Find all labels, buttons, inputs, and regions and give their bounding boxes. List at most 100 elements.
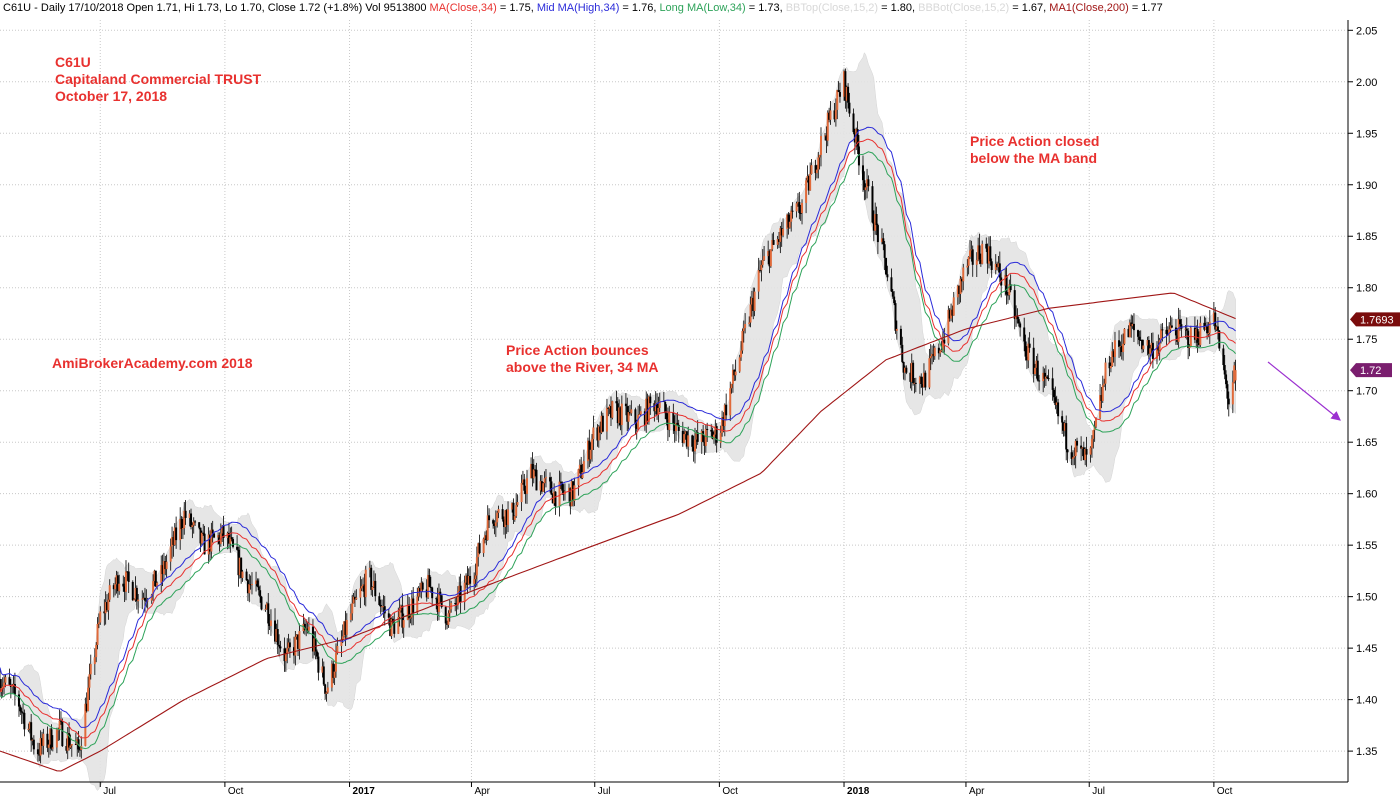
candle-body [150,594,153,601]
candle-body [1043,372,1046,379]
candle-body [1176,335,1179,342]
candle [269,609,272,636]
x-tick-label: Jul [103,786,116,796]
candle [173,523,176,546]
candle [123,576,126,603]
candle-body [759,270,762,272]
candle [202,524,205,536]
candle [586,437,589,469]
candle-body [543,478,546,484]
candle [610,396,613,426]
candle-body [265,603,268,609]
candle [353,590,356,608]
candle [959,275,962,303]
candle-body [200,532,203,544]
candle-body [288,642,291,648]
candle-body [996,263,999,268]
candle [874,202,877,235]
candle [55,727,58,754]
candle [59,711,62,725]
candle-body [1070,452,1073,459]
candle-body [351,603,354,614]
candle [89,654,92,680]
candle-body [397,616,400,634]
candle [715,423,718,453]
candle-body [805,180,808,203]
candle [437,583,440,621]
candle-body [1,686,4,689]
candle-body [241,571,244,578]
candle [456,586,459,610]
candle [902,361,905,380]
candle-body [124,571,127,592]
candle-body [914,382,917,384]
candle-body [952,297,955,316]
candle [1113,331,1116,367]
candle-body [183,510,186,529]
candle [276,619,279,655]
candle [834,98,837,127]
candle-body [107,599,110,611]
candle [364,565,367,607]
candle [152,574,155,601]
candle [1174,319,1177,345]
candle-body [42,733,45,746]
candle-body [856,129,859,147]
candle [787,212,790,235]
candle-body [649,396,652,404]
candle-body [931,353,934,356]
candle-body [1160,329,1163,341]
candle-body [49,729,52,745]
candle [156,581,159,590]
candle-body [1197,342,1200,346]
candle [664,401,667,420]
candle [1042,366,1045,393]
candle-body [1214,312,1217,330]
candle [1158,337,1161,361]
candle [40,731,43,755]
candle-body [857,146,860,166]
candle [283,637,286,672]
candle [22,703,25,724]
ma34-close-line [0,138,1236,739]
candle-body [188,513,191,518]
candle-body [114,584,117,590]
candle-body [1227,398,1230,405]
candle-body [482,538,485,554]
candle [634,407,637,435]
candle-body [1017,319,1020,324]
candle [997,256,1000,273]
candle [687,426,690,457]
candle [912,360,915,386]
candle-body [467,575,470,585]
candle [801,199,804,225]
candle-body [353,596,356,600]
candle-body [154,570,157,587]
candle-body [654,403,657,412]
candle [962,263,965,291]
candle-body [156,582,159,587]
candle [914,377,917,393]
candle-body [99,611,102,623]
candle-body [1127,328,1130,338]
candle [317,652,320,681]
candle-body [922,372,925,388]
candle [181,516,184,539]
candle [267,593,270,635]
candle-body [1208,321,1211,333]
candle-body [237,549,240,576]
candle [222,515,225,547]
candle [246,579,249,602]
candle-body [799,212,802,214]
candle-body [175,527,178,541]
candle-body [986,248,989,264]
candle-body [1080,445,1083,449]
candle-body [620,403,623,426]
candle [845,85,848,112]
candle [520,474,523,512]
header-segment: = 1.80, [878,2,918,14]
candle-body [1113,340,1116,357]
candle-body [268,623,271,627]
candle-body [618,407,621,424]
candle [1218,330,1221,351]
